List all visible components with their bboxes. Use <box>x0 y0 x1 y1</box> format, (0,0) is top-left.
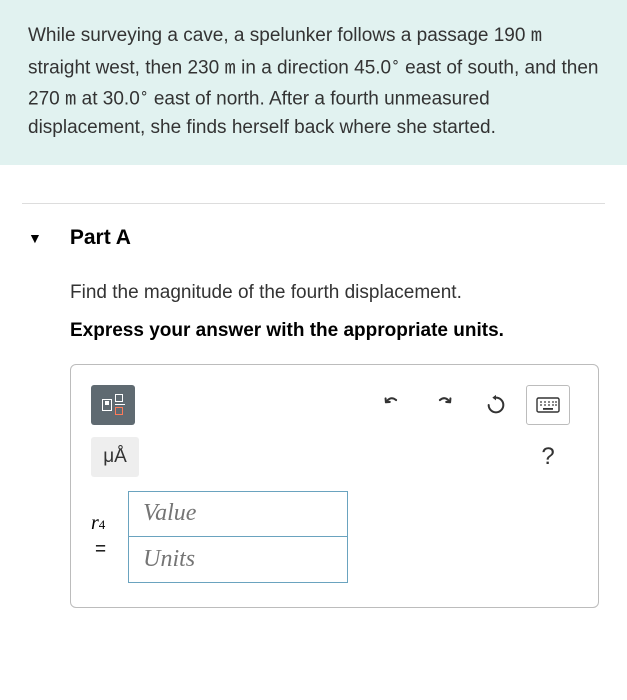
keyboard-button[interactable] <box>526 385 570 425</box>
mu-a-label: μÅ <box>103 446 127 468</box>
fraction-icon <box>102 394 125 416</box>
part-instruction: Express your answer with the appropriate… <box>70 320 599 342</box>
help-button[interactable]: ? <box>526 437 570 477</box>
answer-panel: μÅ ? r4 = <box>70 364 599 608</box>
redo-button[interactable] <box>422 385 466 425</box>
reset-button[interactable] <box>474 385 518 425</box>
part-label: Part A <box>70 226 131 250</box>
units-input[interactable] <box>128 537 348 583</box>
part-a-body: Find the magnitude of the fourth displac… <box>0 272 627 628</box>
input-stack <box>128 491 348 583</box>
equals-sign: = <box>95 539 106 561</box>
toolbar-row-1 <box>91 385 578 425</box>
redo-icon <box>433 394 455 416</box>
template-fraction-button[interactable] <box>91 385 135 425</box>
value-input[interactable] <box>128 491 348 537</box>
problem-statement: While surveying a cave, a spelunker foll… <box>0 0 627 165</box>
undo-icon <box>381 394 403 416</box>
undo-button[interactable] <box>370 385 414 425</box>
part-a-header[interactable]: ▼ Part A <box>0 204 627 272</box>
reset-icon <box>485 394 507 416</box>
collapse-triangle-icon: ▼ <box>28 230 42 246</box>
toolbar-row-2: μÅ ? <box>91 437 578 477</box>
variable-label: r4 <box>91 512 115 535</box>
help-icon: ? <box>541 443 554 471</box>
answer-input-row: r4 = <box>91 491 578 583</box>
spacer <box>0 165 627 203</box>
units-symbols-button[interactable]: μÅ <box>91 437 139 477</box>
keyboard-icon <box>536 397 560 413</box>
part-prompt: Find the magnitude of the fourth displac… <box>70 282 599 304</box>
